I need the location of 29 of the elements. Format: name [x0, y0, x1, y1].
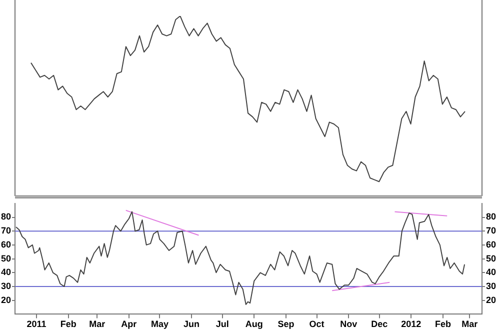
y-tick-label: 20: [0, 294, 11, 305]
y2-tick-label: 30: [486, 280, 496, 291]
x-tick-label: Apr: [121, 319, 138, 330]
x-tick-label: Feb: [60, 319, 77, 330]
x-tick-label: Nov: [340, 319, 358, 330]
x-tick-label: Sep: [278, 319, 295, 330]
y2-tick-label: 50: [486, 253, 496, 264]
x-tick-label: Feb: [434, 319, 452, 330]
x-tick-label: 2011: [26, 319, 46, 330]
x-tick-label: Aug: [245, 319, 263, 330]
x-tick-label: May: [150, 319, 168, 330]
x-tick-label: Jul: [216, 319, 229, 330]
y2-tick-label: 40: [486, 267, 496, 278]
y2-tick-label: 20: [486, 294, 496, 305]
x-tick-label: Mar: [89, 319, 106, 330]
x-tick-label: Dec: [371, 319, 388, 330]
x-tick-label: Jun: [184, 319, 200, 330]
y2-tick-label: 80: [486, 212, 496, 222]
y-tick-label: 30: [0, 280, 11, 291]
y2-tick-label: 60: [486, 239, 496, 250]
y-tick-label: 60: [0, 239, 11, 250]
y-tick-label: 50: [0, 253, 11, 264]
x-tick-label: Mar: [462, 319, 478, 330]
y-tick-label: 70: [0, 226, 11, 236]
y-tick-label: 40: [0, 267, 11, 278]
y-tick-label: 80: [0, 212, 11, 222]
x-tick-label: Oct: [309, 319, 324, 330]
x-tick-label: 2012: [401, 319, 422, 330]
y2-tick-label: 70: [486, 226, 496, 236]
